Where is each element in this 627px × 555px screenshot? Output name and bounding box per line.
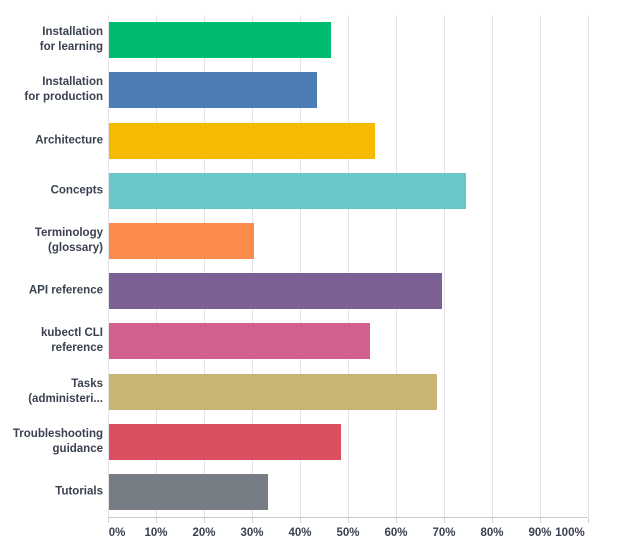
category-label-line: (administeri... xyxy=(0,392,103,407)
category-label-line: (glossary) xyxy=(0,241,103,256)
category-label-line: Terminology xyxy=(0,226,103,241)
category-label-line: Installation xyxy=(0,75,103,90)
category-label: Architecture xyxy=(0,133,103,148)
x-axis-tick xyxy=(204,518,205,523)
x-axis-tick xyxy=(300,518,301,523)
category-label: Tutorials xyxy=(0,484,103,499)
category-label-line: Concepts xyxy=(0,183,103,198)
category-label-line: guidance xyxy=(0,442,103,457)
gridline xyxy=(396,15,397,517)
gridline xyxy=(588,15,589,517)
bar-installation-for-production xyxy=(109,72,317,108)
horizontal-bar-chart: Installationfor learningInstallationfor … xyxy=(0,0,627,555)
bar-tutorials xyxy=(109,474,268,510)
category-label-line: Tutorials xyxy=(0,484,103,499)
x-axis-tick xyxy=(540,518,541,523)
bar-terminology-glossary xyxy=(109,223,254,259)
category-label-line: for production xyxy=(0,90,103,105)
bar-troubleshooting-guidance xyxy=(109,424,341,460)
x-axis-tick xyxy=(588,518,589,523)
bar-tasks-administeri xyxy=(109,374,437,410)
gridline xyxy=(492,15,493,517)
x-axis-tick xyxy=(444,518,445,523)
category-label: Tasks(administeri... xyxy=(0,377,103,407)
category-label: API reference xyxy=(0,284,103,299)
category-label: Terminology(glossary) xyxy=(0,226,103,256)
category-label-line: Architecture xyxy=(0,133,103,148)
gridline xyxy=(444,15,445,517)
x-axis-tick xyxy=(108,518,109,523)
category-label-line: Installation xyxy=(0,25,103,40)
bar-api-reference xyxy=(109,273,442,309)
x-axis-tick xyxy=(252,518,253,523)
x-axis-tick xyxy=(156,518,157,523)
category-label: Troubleshootingguidance xyxy=(0,427,103,457)
x-axis-tick xyxy=(348,518,349,523)
category-label-line: API reference xyxy=(0,284,103,299)
bar-architecture xyxy=(109,123,375,159)
category-label-line: for learning xyxy=(0,40,103,55)
x-axis-tick xyxy=(396,518,397,523)
category-label-line: kubectl CLI xyxy=(0,326,103,341)
x-axis-tick xyxy=(492,518,493,523)
bar-concepts xyxy=(109,173,466,209)
category-label: Installationfor learning xyxy=(0,25,103,55)
gridline xyxy=(540,15,541,517)
bar-installation-for-learning xyxy=(109,22,331,58)
category-label-line: Troubleshooting xyxy=(0,427,103,442)
category-label: kubectl CLIreference xyxy=(0,326,103,356)
gridline xyxy=(348,15,349,517)
bar-kubectl-cli-reference xyxy=(109,323,370,359)
category-label-line: Tasks xyxy=(0,377,103,392)
category-label: Concepts xyxy=(0,183,103,198)
category-label: Installationfor production xyxy=(0,75,103,105)
category-label-line: reference xyxy=(0,341,103,356)
x-axis-label: 100% xyxy=(540,527,600,539)
